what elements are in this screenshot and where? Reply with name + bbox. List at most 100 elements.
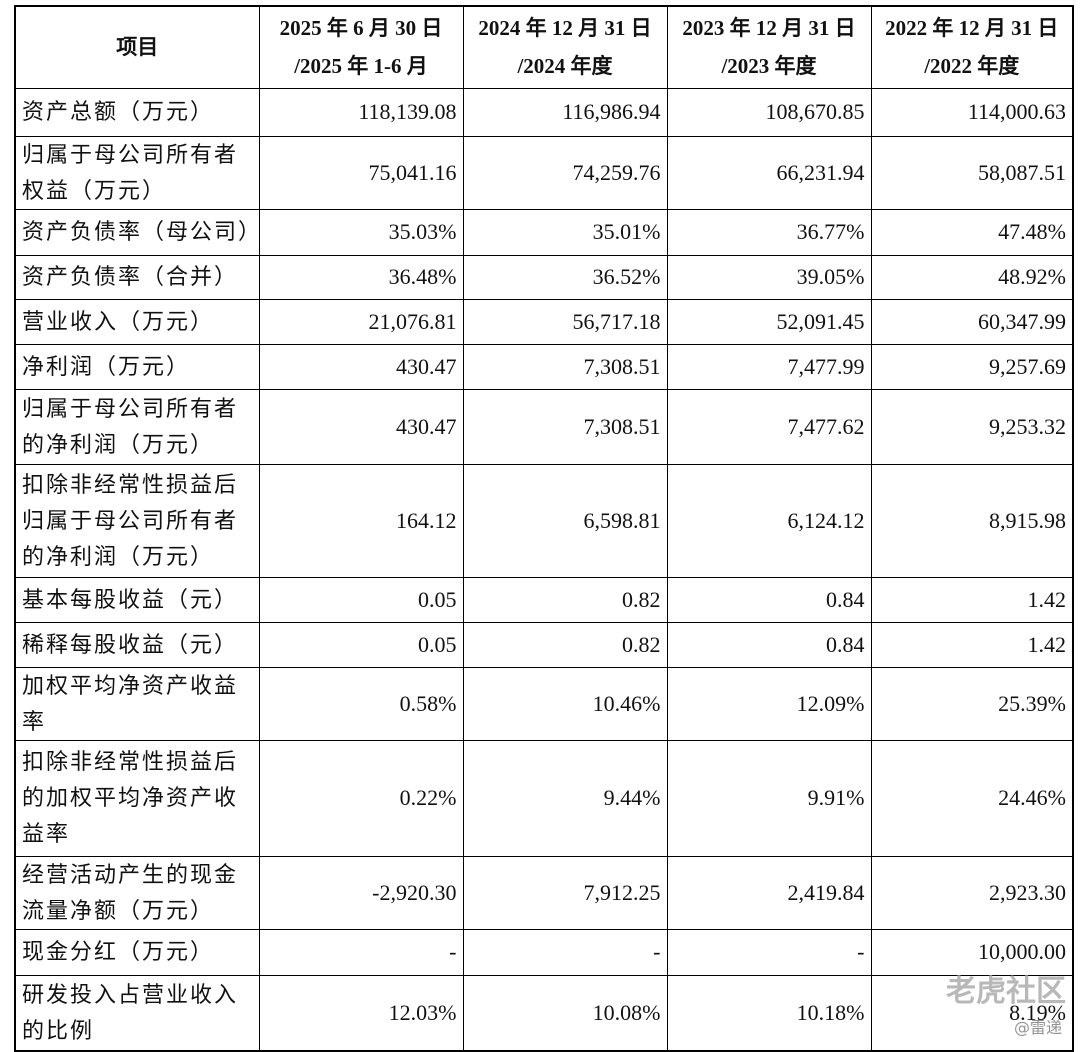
value-cell: 10.18% [666, 974, 872, 1052]
value-cell: 24.46% [870, 739, 1074, 857]
value-cell: 7,308.51 [462, 388, 668, 465]
value-cell: 9.91% [666, 739, 872, 857]
value-cell: - [462, 928, 668, 976]
value-cell: 12.09% [666, 666, 872, 741]
row-label: 资产负债率（母公司） [14, 208, 260, 256]
row-label: 净利润（万元） [14, 343, 260, 390]
value-cell: 0.82 [462, 621, 668, 668]
value-cell: 39.05% [666, 254, 872, 300]
header-line: 2023 年 12 月 31 日 [682, 16, 856, 41]
value-cell: 66,231.94 [666, 135, 872, 210]
row-label: 稀释每股收益（元） [14, 621, 260, 668]
value-cell: -2,920.30 [258, 855, 464, 930]
watermark-author: @雷递 [1013, 1018, 1062, 1037]
table-row: 现金分红（万元） - - -10,000.00 [14, 928, 1074, 976]
value-cell: 10.46% [462, 666, 668, 741]
row-label: 研发投入占营业收入的比例 [14, 974, 260, 1052]
value-cell: 6,124.12 [666, 463, 872, 578]
value-cell: 118,139.08 [258, 87, 464, 137]
row-label: 扣除非经常性损益后归属于母公司所有者的净利润（万元） [14, 463, 260, 578]
table-row: 研发投入占营业收入的比例 12.03% 10.08% 10.18% 8.19% [14, 974, 1074, 1052]
value-cell: 108,670.85 [666, 87, 872, 137]
value-cell: 7,477.62 [666, 388, 872, 465]
table-row: 加权平均净资产收益率 0.58% 10.46% 12.09% 25.39% [14, 666, 1074, 741]
value-cell: 430.47 [258, 388, 464, 465]
value-cell: 35.03% [258, 208, 464, 256]
value-cell: 7,477.99 [666, 343, 872, 390]
watermark-brand: 老虎社区 [946, 974, 1066, 1009]
value-cell: 52,091.45 [666, 298, 872, 345]
table-row: 净利润（万元） 430.47 7,308.51 7,477.99 9,257.69 [14, 343, 1074, 390]
header-line: 2024 年 12 月 31 日 [478, 16, 652, 41]
value-cell: 21,076.81 [258, 298, 464, 345]
row-label: 归属于母公司所有者权益（万元） [14, 135, 260, 210]
table-row: 基本每股收益（元） 0.05 0.82 0.84 1.42 [14, 576, 1074, 623]
value-cell: 7,308.51 [462, 343, 668, 390]
value-cell: 8.19% [870, 974, 1074, 1052]
value-cell: 0.84 [666, 621, 872, 668]
table-row: 扣除非经常性损益后归属于母公司所有者的净利润（万元） 164.12 6,598.81… [14, 463, 1074, 578]
value-cell: 9,253.32 [870, 388, 1074, 465]
header-row: 项目 2025 年 6 月 30 日/2025 年 1-6 月 2024 年 12 … [14, 5, 1074, 89]
value-cell: 56,717.18 [462, 298, 668, 345]
header-line: /2023 年度 [721, 54, 817, 79]
header-line: 2022 年 12 月 31 日 [885, 16, 1059, 41]
row-label: 资产负债率（合并） [14, 254, 260, 300]
header-cell: 2024 年 12 月 31 日/2024 年度 [462, 5, 668, 89]
row-label: 资产总额（万元） [14, 87, 260, 137]
header-line: 2025 年 6 月 30 日 [279, 16, 443, 41]
value-cell: 1.42 [870, 576, 1074, 623]
table-row: 资产负债率（合并） 36.48% 36.52% 39.05% 48.92% [14, 254, 1074, 300]
value-cell: 10.08% [462, 974, 668, 1052]
row-label: 加权平均净资产收益率 [14, 666, 260, 741]
value-cell: 35.01% [462, 208, 668, 256]
value-cell: 0.05 [258, 621, 464, 668]
value-cell: 8,915.98 [870, 463, 1074, 578]
value-cell: 0.05 [258, 576, 464, 623]
header-line: /2024 年度 [517, 54, 613, 79]
row-label: 归属于母公司所有者的净利润（万元） [14, 388, 260, 465]
value-cell: 2,419.84 [666, 855, 872, 930]
value-cell: 1.42 [870, 621, 1074, 668]
value-cell: 430.47 [258, 343, 464, 390]
row-label: 扣除非经常性损益后的加权平均净资产收益率 [14, 739, 260, 857]
table-row: 资产负债率（母公司） 35.03% 35.01% 36.77% 47.48% [14, 208, 1074, 256]
value-cell: 116,986.94 [462, 87, 668, 137]
value-cell: 25.39% [870, 666, 1074, 741]
header-cell: 2022 年 12 月 31 日/2022 年度 [870, 5, 1074, 89]
value-cell: 9.44% [462, 739, 668, 857]
row-label: 基本每股收益（元） [14, 576, 260, 623]
value-cell: 12.03% [258, 974, 464, 1052]
value-cell: 7,912.25 [462, 855, 668, 930]
row-label: 经营活动产生的现金流量净额（万元） [14, 855, 260, 930]
value-cell: 75,041.16 [258, 135, 464, 210]
header-line: /2022 年度 [924, 54, 1020, 79]
row-label: 营业收入（万元） [14, 298, 260, 345]
header-cell: 2025 年 6 月 30 日/2025 年 1-6 月 [258, 5, 464, 89]
value-cell: 47.48% [870, 208, 1074, 256]
value-cell: 58,087.51 [870, 135, 1074, 210]
value-cell: 164.12 [258, 463, 464, 578]
header-line: /2025 年 1-6 月 [294, 54, 428, 79]
value-cell: 48.92% [870, 254, 1074, 300]
value-cell: 0.58% [258, 666, 464, 741]
value-cell: 2,923.30 [870, 855, 1074, 930]
value-cell: 6,598.81 [462, 463, 668, 578]
table-row: 稀释每股收益（元） 0.05 0.82 0.84 1.42 [14, 621, 1074, 668]
header-cell: 2023 年 12 月 31 日/2023 年度 [666, 5, 872, 89]
value-cell: 0.82 [462, 576, 668, 623]
value-cell: 36.48% [258, 254, 464, 300]
financial-table: 项目 2025 年 6 月 30 日/2025 年 1-6 月 2024 年 12 … [14, 5, 1074, 1052]
table-row: 营业收入（万元） 21,076.81 56,717.18 52,091.45 60,34… [14, 298, 1074, 345]
value-cell: 0.22% [258, 739, 464, 857]
table-row: 扣除非经常性损益后的加权平均净资产收益率 0.22% 9.44% 9.91% 24.46… [14, 739, 1074, 857]
value-cell: 10,000.00 [870, 928, 1074, 976]
value-cell: - [258, 928, 464, 976]
value-cell: 36.77% [666, 208, 872, 256]
value-cell: 0.84 [666, 576, 872, 623]
table-row: 归属于母公司所有者的净利润（万元） 430.47 7,308.51 7,477.62 9… [14, 388, 1074, 465]
value-cell: - [666, 928, 872, 976]
value-cell: 36.52% [462, 254, 668, 300]
value-cell: 114,000.63 [870, 87, 1074, 137]
